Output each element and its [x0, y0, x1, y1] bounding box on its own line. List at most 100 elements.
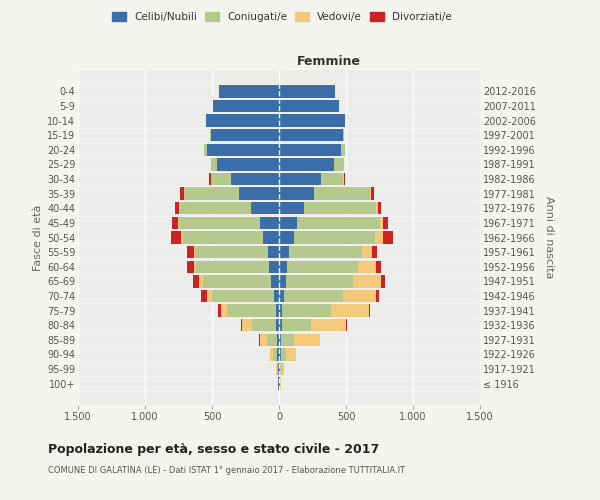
- Bar: [179, 216, 260, 229]
- Bar: [344, 173, 345, 186]
- Bar: [218, 304, 221, 316]
- Bar: [281, 363, 284, 375]
- Bar: [180, 202, 251, 214]
- Bar: [274, 290, 279, 302]
- Bar: [279, 246, 289, 258]
- Bar: [321, 173, 343, 186]
- Bar: [380, 216, 383, 229]
- Bar: [273, 348, 277, 360]
- Bar: [358, 260, 376, 273]
- Bar: [239, 188, 279, 200]
- Text: Popolazione per età, sesso e stato civile - 2017: Popolazione per età, sesso e stato civil…: [48, 442, 379, 456]
- Bar: [279, 158, 334, 170]
- Bar: [286, 348, 296, 360]
- Bar: [376, 232, 383, 243]
- Bar: [343, 129, 344, 141]
- Bar: [287, 260, 358, 273]
- Bar: [369, 304, 370, 316]
- Bar: [376, 202, 378, 214]
- Bar: [206, 144, 279, 156]
- Bar: [362, 246, 372, 258]
- Bar: [343, 290, 376, 302]
- Bar: [217, 158, 279, 170]
- Bar: [204, 144, 206, 156]
- Bar: [279, 129, 343, 141]
- Bar: [334, 158, 344, 170]
- Bar: [279, 85, 335, 98]
- Bar: [279, 216, 297, 229]
- Bar: [187, 260, 194, 273]
- Bar: [284, 290, 343, 302]
- Bar: [201, 290, 208, 302]
- Bar: [271, 275, 279, 287]
- Bar: [311, 319, 346, 332]
- Bar: [279, 275, 286, 287]
- Bar: [221, 304, 227, 316]
- Bar: [279, 363, 280, 375]
- Y-axis label: Anni di nascita: Anni di nascita: [544, 196, 554, 279]
- Bar: [251, 202, 279, 214]
- Bar: [172, 232, 181, 243]
- Bar: [294, 334, 320, 346]
- Bar: [279, 290, 284, 302]
- Legend: Celibi/Nubili, Coniugati/e, Vedovi/e, Divorziati/e: Celibi/Nubili, Coniugati/e, Vedovi/e, Di…: [110, 10, 454, 24]
- Bar: [231, 173, 279, 186]
- Bar: [281, 348, 286, 360]
- Bar: [376, 260, 381, 273]
- Bar: [214, 100, 279, 112]
- Bar: [370, 188, 371, 200]
- Bar: [172, 216, 178, 229]
- Bar: [279, 202, 304, 214]
- Bar: [280, 363, 281, 375]
- Bar: [194, 260, 196, 273]
- Bar: [260, 334, 267, 346]
- Bar: [372, 246, 377, 258]
- Bar: [195, 246, 268, 258]
- Bar: [277, 319, 279, 332]
- Bar: [279, 100, 338, 112]
- Bar: [196, 260, 269, 273]
- Bar: [175, 202, 179, 214]
- Bar: [304, 202, 376, 214]
- Bar: [283, 304, 331, 316]
- Bar: [270, 348, 273, 360]
- Bar: [297, 216, 380, 229]
- Bar: [206, 114, 279, 127]
- Bar: [181, 232, 182, 243]
- Bar: [241, 319, 242, 332]
- Bar: [211, 173, 231, 186]
- Bar: [211, 129, 279, 141]
- Bar: [282, 319, 311, 332]
- Bar: [281, 334, 294, 346]
- Bar: [341, 144, 345, 156]
- Bar: [194, 246, 195, 258]
- Bar: [279, 304, 283, 316]
- Bar: [193, 275, 199, 287]
- Bar: [209, 173, 211, 186]
- Bar: [218, 85, 279, 98]
- Bar: [199, 275, 203, 287]
- Bar: [279, 319, 282, 332]
- Bar: [203, 275, 271, 287]
- Bar: [279, 188, 314, 200]
- Text: Femmine: Femmine: [297, 56, 361, 68]
- Bar: [263, 232, 279, 243]
- Bar: [279, 114, 344, 127]
- Bar: [376, 290, 379, 302]
- Bar: [278, 363, 279, 375]
- Y-axis label: Fasce di età: Fasce di età: [32, 204, 43, 270]
- Bar: [383, 232, 393, 243]
- Bar: [178, 216, 179, 229]
- Bar: [277, 363, 278, 375]
- Bar: [275, 304, 279, 316]
- Bar: [353, 275, 381, 287]
- Bar: [383, 216, 388, 229]
- Bar: [260, 216, 279, 229]
- Text: COMUNE DI GALATINA (LE) - Dati ISTAT 1° gennaio 2017 - Elaborazione TUTTITALIA.I: COMUNE DI GALATINA (LE) - Dati ISTAT 1° …: [48, 466, 405, 475]
- Bar: [268, 246, 279, 258]
- Bar: [182, 232, 263, 243]
- Bar: [269, 260, 279, 273]
- Bar: [279, 334, 281, 346]
- Bar: [251, 319, 277, 332]
- Bar: [279, 173, 321, 186]
